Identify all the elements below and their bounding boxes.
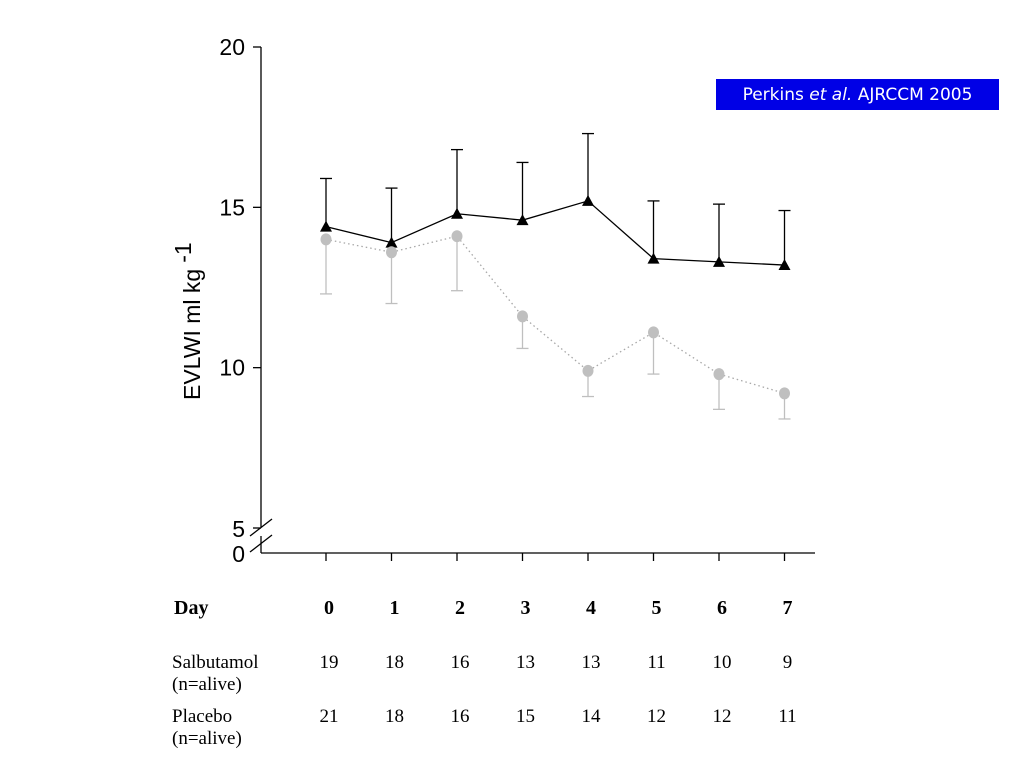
table-day-header: 4 xyxy=(586,597,596,619)
table-cell: 11 xyxy=(778,706,796,727)
table-cell: 19 xyxy=(320,652,339,673)
citation-badge: Perkins et al. AJRCCM 2005 xyxy=(716,79,999,110)
table-cell: 14 xyxy=(582,706,602,727)
series-layer xyxy=(320,132,791,420)
table-cell: 13 xyxy=(582,652,601,673)
table-cell: 16 xyxy=(451,652,470,673)
y-axis-label-text: EVLWI ml kg xyxy=(179,269,205,400)
table-cell: 21 xyxy=(320,706,339,727)
y-tick-label: 10 xyxy=(219,355,245,381)
series-line xyxy=(325,235,785,394)
table-day-header: 6 xyxy=(717,597,727,619)
table-cell: 12 xyxy=(647,706,666,727)
table-row-sublabel: (n=alive) xyxy=(172,728,242,749)
data-point xyxy=(320,220,332,232)
table-cell: 10 xyxy=(713,652,732,673)
data-point xyxy=(582,194,594,206)
y-axis-label-group: EVLWI ml kg -1 xyxy=(170,242,205,400)
series-salbutamol xyxy=(320,230,791,420)
y-axis-label: EVLWI ml kg -1 xyxy=(170,242,205,400)
data-point xyxy=(713,368,725,381)
chart-axes: 20 15 10 50 xyxy=(219,34,815,567)
table-cell: 9 xyxy=(783,652,793,673)
data-point xyxy=(386,246,397,259)
data-point xyxy=(582,364,594,377)
y-tick-label: 15 xyxy=(219,194,245,220)
data-point xyxy=(451,230,463,243)
data-point xyxy=(779,387,790,400)
data-point xyxy=(648,326,659,339)
y-tick-label: 0 xyxy=(232,541,245,567)
table-row-sublabel: (n=alive) xyxy=(172,674,242,695)
table-day-header: 2 xyxy=(455,597,465,619)
table-day-header: 5 xyxy=(652,597,662,619)
axis-break-mark xyxy=(249,534,273,553)
table-cell: 18 xyxy=(385,652,404,673)
table-day-header: 7 xyxy=(783,597,793,619)
series-placebo xyxy=(320,132,791,271)
table-cell: 13 xyxy=(516,652,535,673)
data-point xyxy=(517,310,528,323)
data-point xyxy=(778,259,791,271)
series-line xyxy=(325,200,785,266)
citation-source: AJRCCM 2005 xyxy=(857,84,973,105)
table-cell: 11 xyxy=(647,652,665,673)
data-point xyxy=(647,252,660,264)
table-row-label: Placebo xyxy=(172,706,232,727)
table-row-label: Salbutamol xyxy=(172,652,259,673)
table-day-header: 3 xyxy=(521,597,531,619)
table-header-label: Day xyxy=(174,597,208,619)
citation-etal: et al. xyxy=(809,84,853,105)
table-cell: 15 xyxy=(516,706,535,727)
table-cell: 18 xyxy=(385,706,404,727)
data-point xyxy=(385,236,398,248)
y-tick-label: 20 xyxy=(219,34,245,60)
data-point xyxy=(451,207,463,219)
y-tick-label: 5 xyxy=(232,516,245,542)
data-point xyxy=(320,233,332,246)
table-day-header: 1 xyxy=(390,597,400,619)
table-cell: 12 xyxy=(713,706,732,727)
data-point xyxy=(713,255,725,267)
y-axis-label-exponent: -1 xyxy=(170,242,196,262)
table-day-header: 0 xyxy=(324,597,334,619)
citation-author: Perkins xyxy=(742,84,804,105)
table-cell: 16 xyxy=(451,706,470,727)
data-point xyxy=(516,214,529,226)
